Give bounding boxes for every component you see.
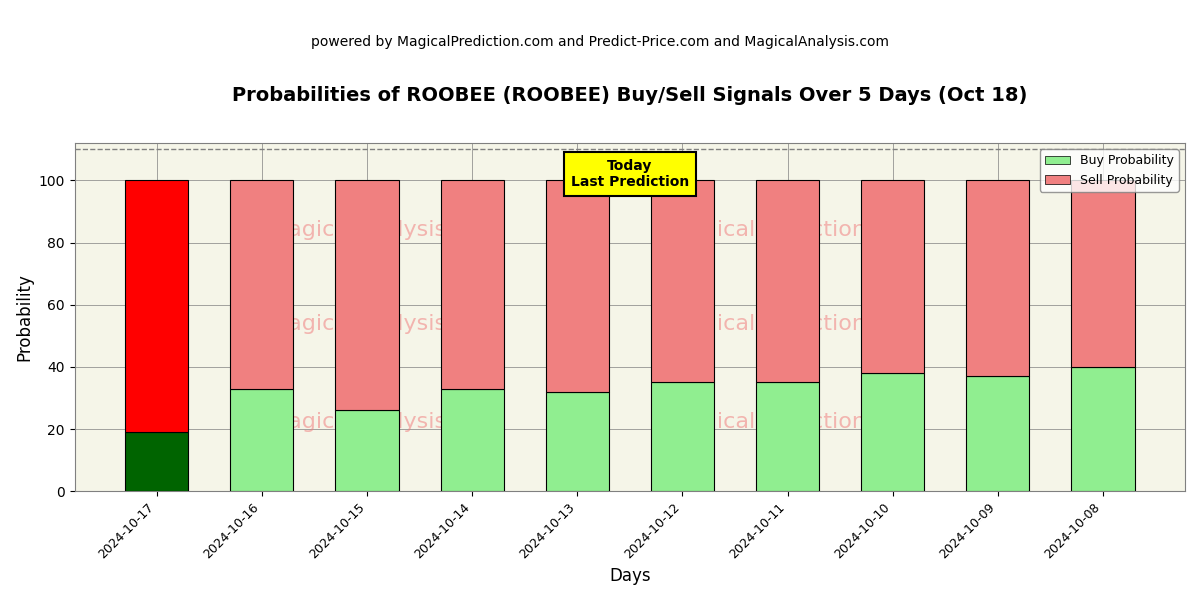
Text: MagicalAnalysis.com: MagicalAnalysis.com (270, 412, 502, 431)
X-axis label: Days: Days (610, 567, 650, 585)
Bar (546, 181, 608, 392)
Bar (125, 181, 188, 432)
Bar (756, 382, 820, 491)
Bar (862, 373, 924, 491)
Text: MagicalPrediction.com: MagicalPrediction.com (671, 412, 922, 431)
Text: MagicalPrediction.com: MagicalPrediction.com (671, 220, 922, 240)
Text: powered by MagicalPrediction.com and Predict-Price.com and MagicalAnalysis.com: powered by MagicalPrediction.com and Pre… (311, 35, 889, 49)
Text: Today
Last Prediction: Today Last Prediction (571, 158, 689, 189)
Bar (862, 181, 924, 373)
Bar (966, 376, 1030, 491)
Text: MagicalAnalysis.com: MagicalAnalysis.com (270, 220, 502, 240)
Bar (440, 181, 504, 389)
Bar (230, 389, 293, 491)
Bar (125, 432, 188, 491)
Legend: Buy Probability, Sell Probability: Buy Probability, Sell Probability (1040, 149, 1178, 191)
Text: MagicalAnalysis.com: MagicalAnalysis.com (270, 314, 502, 334)
Bar (336, 410, 398, 491)
Y-axis label: Probability: Probability (16, 273, 34, 361)
Bar (546, 392, 608, 491)
Bar (230, 181, 293, 389)
Bar (650, 382, 714, 491)
Bar (440, 389, 504, 491)
Bar (756, 181, 820, 382)
Text: MagicalPrediction.com: MagicalPrediction.com (671, 314, 922, 334)
Bar (650, 181, 714, 382)
Bar (1072, 367, 1134, 491)
Bar (966, 181, 1030, 376)
Title: Probabilities of ROOBEE (ROOBEE) Buy/Sell Signals Over 5 Days (Oct 18): Probabilities of ROOBEE (ROOBEE) Buy/Sel… (232, 86, 1027, 106)
Bar (336, 181, 398, 410)
Bar (1072, 181, 1134, 367)
